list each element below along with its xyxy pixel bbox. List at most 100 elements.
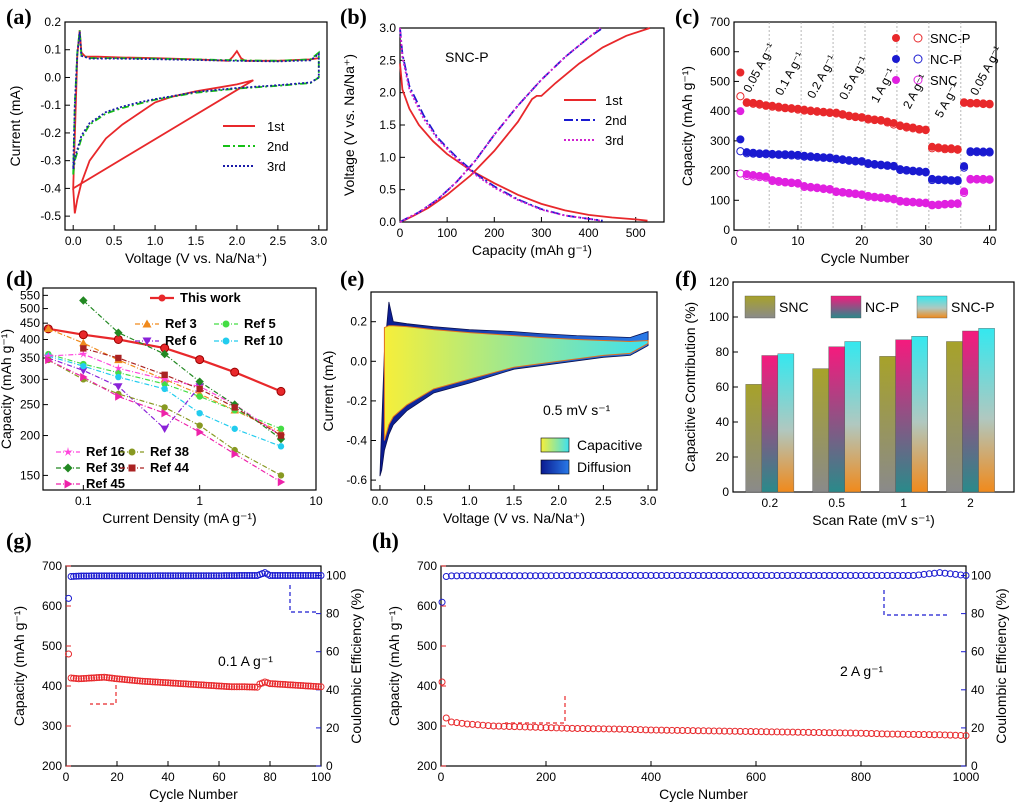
g-ylabel: Capacity (mAh g⁻¹): [11, 606, 27, 726]
h-efficiency-point: [889, 572, 896, 580]
h-capacity-point: [658, 726, 665, 734]
c-legend-label: SNC: [930, 73, 957, 88]
c-rate-label: 1 A g⁻¹: [868, 66, 898, 105]
h-capacity-point: [652, 726, 660, 734]
h-plot-frame: [440, 565, 967, 767]
c-xtick-label: 20: [855, 234, 869, 248]
h-capacity-point: [458, 719, 466, 727]
g-efficiency-point: [284, 572, 292, 580]
h-efficiency-point: [952, 570, 959, 578]
h-capacity-point: [511, 723, 518, 731]
f-bar-SNC-P: [911, 336, 928, 493]
h-capacity-point: [568, 724, 576, 732]
h-capacity-point: [558, 724, 566, 732]
h-capacity-point: [763, 728, 770, 736]
d-Ref 44-point: [196, 385, 203, 393]
g-efficiency-point: [151, 572, 159, 580]
h-capacity-point: [610, 725, 618, 733]
h-capacity-point: [547, 724, 555, 732]
g-efficiency-point: [286, 572, 294, 580]
c-SNC-P-charge-point: [940, 145, 949, 154]
h-efficiency-point: [490, 572, 497, 580]
g-efficiency-point: [212, 572, 220, 580]
g-capacity-point: [238, 683, 246, 691]
g-capacity-point: [98, 673, 106, 681]
g-efficiency-point: [297, 572, 305, 580]
d-legend-marker: [222, 337, 230, 345]
g-xtick-label: 20: [110, 770, 124, 784]
h-efficiency-point: [815, 572, 823, 580]
h-capacity-point: [820, 729, 828, 737]
d-legend-label: Ref 38: [150, 444, 189, 459]
g-efficiency-point: [246, 572, 254, 580]
h-capacity-point: [726, 727, 734, 735]
c-SNC-discharge-point: [742, 170, 751, 179]
h-capacity-point: [773, 728, 781, 736]
d-Ref 45-point: [277, 477, 286, 487]
e-xtick-label: 2.5: [595, 494, 612, 508]
d-Ref 16-point: [78, 349, 88, 358]
h-efficiency-point: [957, 571, 965, 579]
h-efficiency-point: [931, 569, 938, 577]
h-capacity-point: [962, 732, 970, 740]
f-legend-swatch: [830, 295, 862, 319]
c-NC-P-charge-point: [844, 156, 854, 165]
g-y2tick-label: 80: [326, 607, 340, 621]
a-legend-label: 3rd: [267, 159, 286, 174]
b-legend-label: 1st: [605, 93, 623, 108]
g-capacity-point: [133, 677, 141, 685]
d-ytick-label: 400: [20, 332, 40, 346]
g-efficiency-point: [93, 572, 101, 580]
h-capacity-point: [710, 727, 718, 735]
h-efficiency-point: [826, 572, 833, 580]
g-capacity-point: [299, 682, 307, 690]
h-efficiency-point: [700, 572, 707, 580]
d-legend-label: Ref 16: [86, 444, 125, 459]
d-Ref 5-point: [277, 425, 285, 432]
d-Ref 5-point: [196, 393, 203, 400]
c-SNC-P-charge-point: [768, 102, 777, 111]
g-capacity-point: [100, 673, 108, 681]
d-legend-label: Ref 44: [150, 460, 190, 475]
f-legend-swatch: [744, 295, 776, 319]
g-efficiency-point: [248, 572, 256, 580]
g-capacity-point: [126, 676, 134, 684]
c-NC-P-charge-point: [864, 159, 873, 169]
g-efficiency-point: [312, 572, 320, 580]
g-efficiency-arrow: [289, 585, 318, 613]
g-capacity-point: [110, 674, 118, 682]
c-NC-P-charge-point: [972, 148, 981, 157]
c-SNC-P-charge-point: [870, 115, 879, 125]
g-efficiency-point: [110, 572, 118, 580]
g-annotation: 0.1 A g⁻¹: [218, 653, 273, 669]
g-efficiency-point: [281, 572, 289, 580]
d-Ref 45-point: [161, 408, 169, 418]
h-capacity-point: [889, 730, 896, 738]
c-ylabel: Capacity (mAh g⁻¹): [679, 66, 695, 186]
h-efficiency-point: [479, 572, 487, 580]
h-efficiency-point: [438, 598, 446, 606]
c-xlabel: Cycle Number: [821, 250, 910, 266]
f-xtick-label: 0.5: [828, 496, 845, 510]
g-efficiency-point: [123, 572, 131, 580]
c-NC-P-charge-point: [800, 152, 809, 161]
g-efficiency-point: [279, 572, 287, 580]
g-y2tick-label: 60: [326, 645, 340, 659]
g-efficiency-point: [205, 572, 213, 580]
b-xtick-label: 500: [626, 226, 646, 240]
g-efficiency-point: [85, 572, 93, 580]
h-capacity-point: [841, 729, 849, 737]
d-ytick-label: 200: [20, 429, 40, 443]
c-ytick-label: 600: [710, 45, 730, 59]
c-SNC-P-charge-point: [812, 107, 822, 116]
c-SNC-P-charge-point: [889, 120, 898, 129]
g-capacity-point: [294, 681, 302, 689]
c-ytick-label: 300: [710, 134, 730, 148]
g-capacity-point: [202, 681, 210, 689]
h-efficiency-point: [631, 572, 639, 580]
d-Ref 10-point: [161, 385, 168, 393]
c-SNC-charge-point: [908, 198, 918, 207]
f-ytick-label: 80: [716, 345, 730, 359]
h-efficiency-point: [642, 572, 650, 580]
h-efficiency-point: [883, 572, 891, 580]
